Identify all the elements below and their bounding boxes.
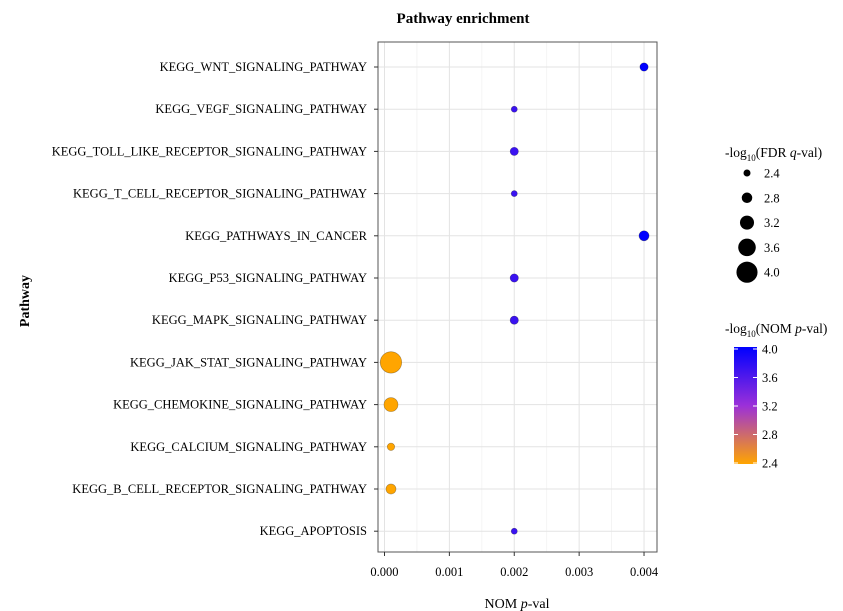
color-legend-label: 2.4 [762,457,778,471]
size-legend-title-part-1: -log [725,145,747,160]
pathway-label: KEGG_CHEMOKINE_SIGNALING_PATHWAY [113,398,367,412]
size-legend-label: 2.4 [764,167,780,181]
color-legend-bar [734,347,757,464]
pathway-label: KEGG_JAK_STAT_SIGNALING_PATHWAY [130,355,367,369]
data-point [510,190,518,197]
color-legend-label: 2.8 [762,428,778,442]
pathway-label: KEGG_VEGF_SIGNALING_PATHWAY [155,102,367,116]
pathway-label: KEGG_APOPTOSIS [260,524,367,538]
size-legend-title-part-2: 10 [747,153,757,163]
data-point [383,397,399,412]
x-axis-ticks: 0.000 0.001 0.002 0.003 0.004 [370,552,659,579]
chart-title: Pathway enrichment [397,11,530,27]
size-legend-key [743,169,751,177]
size-legend-title-part-5: -val) [797,145,822,160]
data-point [510,105,518,113]
x-tick-label: 0.001 [435,565,463,579]
color-legend-label: 3.6 [762,371,778,385]
color-legend-label: 3.2 [762,400,778,414]
plot-panel [377,41,658,553]
size-legend-title: -log10(FDR q-val) [725,145,822,163]
pathway-label: KEGG_WNT_SIGNALING_PATHWAY [160,60,367,74]
x-axis-title-part-1: NOM [485,597,521,611]
data-point [639,62,649,72]
y-axis-labels: KEGG_WNT_SIGNALING_PATHWAY KEGG_VEGF_SIGN… [52,60,378,538]
panel-border [377,41,658,553]
size-legend-label: 4.0 [764,266,780,280]
x-tick-label: 0.003 [565,565,593,579]
panel-background [378,42,657,552]
size-legend-label: 3.2 [764,216,780,230]
size-legend-title-part-4: q [790,145,797,160]
data-point [509,315,519,325]
color-legend-title-part-2: 10 [747,329,757,339]
pathway-label: KEGG_P53_SIGNALING_PATHWAY [169,271,367,285]
x-axis-title: NOM p-val [485,597,550,611]
color-legend-title-part-3: (NOM [756,321,795,336]
y-axis-title: Pathway [18,275,33,327]
pathway-label: KEGG_TOLL_LIKE_RECEPTOR_SIGNALING_PATHWA… [52,144,367,158]
color-legend-title: -log10(NOM p-val) [725,321,827,339]
color-legend: -log10(NOM p-val) 4.0 3.6 3.2 2.8 2.4 [725,321,827,471]
data-point [509,273,519,283]
size-legend-title-part-3: (FDR [756,145,790,160]
data-point [509,146,519,156]
x-tick-label: 0.004 [630,565,659,579]
x-tick-label: 0.002 [500,565,528,579]
size-legend-key [739,215,755,230]
x-axis-title-part-3: -val [528,597,550,611]
data-point [386,442,395,451]
pathway-label: KEGG_T_CELL_RECEPTOR_SIGNALING_PATHWAY [73,187,367,201]
x-tick-label: 0.000 [370,565,398,579]
pathway-label: KEGG_MAPK_SIGNALING_PATHWAY [152,313,367,327]
color-legend-label: 4.0 [762,343,778,357]
data-point [385,483,397,495]
data-point [379,351,403,374]
pathway-label: KEGG_CALCIUM_SIGNALING_PATHWAY [130,440,367,454]
data-point [510,527,518,535]
size-legend-key [741,192,753,204]
size-legend-key [736,261,758,283]
x-axis-title-part-2: p [520,597,528,611]
data-point [638,230,650,242]
color-legend-title-part-5: -val) [802,321,827,336]
size-legend: -log10(FDR q-val) 2.4 2.8 3.2 3.6 4.0 [725,145,822,283]
color-legend-title-part-4: p [794,321,802,336]
color-legend-title-part-1: -log [725,321,747,336]
pathway-label: KEGG_B_CELL_RECEPTOR_SIGNALING_PATHWAY [72,482,367,496]
size-legend-key [738,238,756,257]
size-legend-label: 2.8 [764,191,780,205]
size-legend-label: 3.6 [764,241,780,255]
pathway-label: KEGG_PATHWAYS_IN_CANCER [185,229,367,243]
